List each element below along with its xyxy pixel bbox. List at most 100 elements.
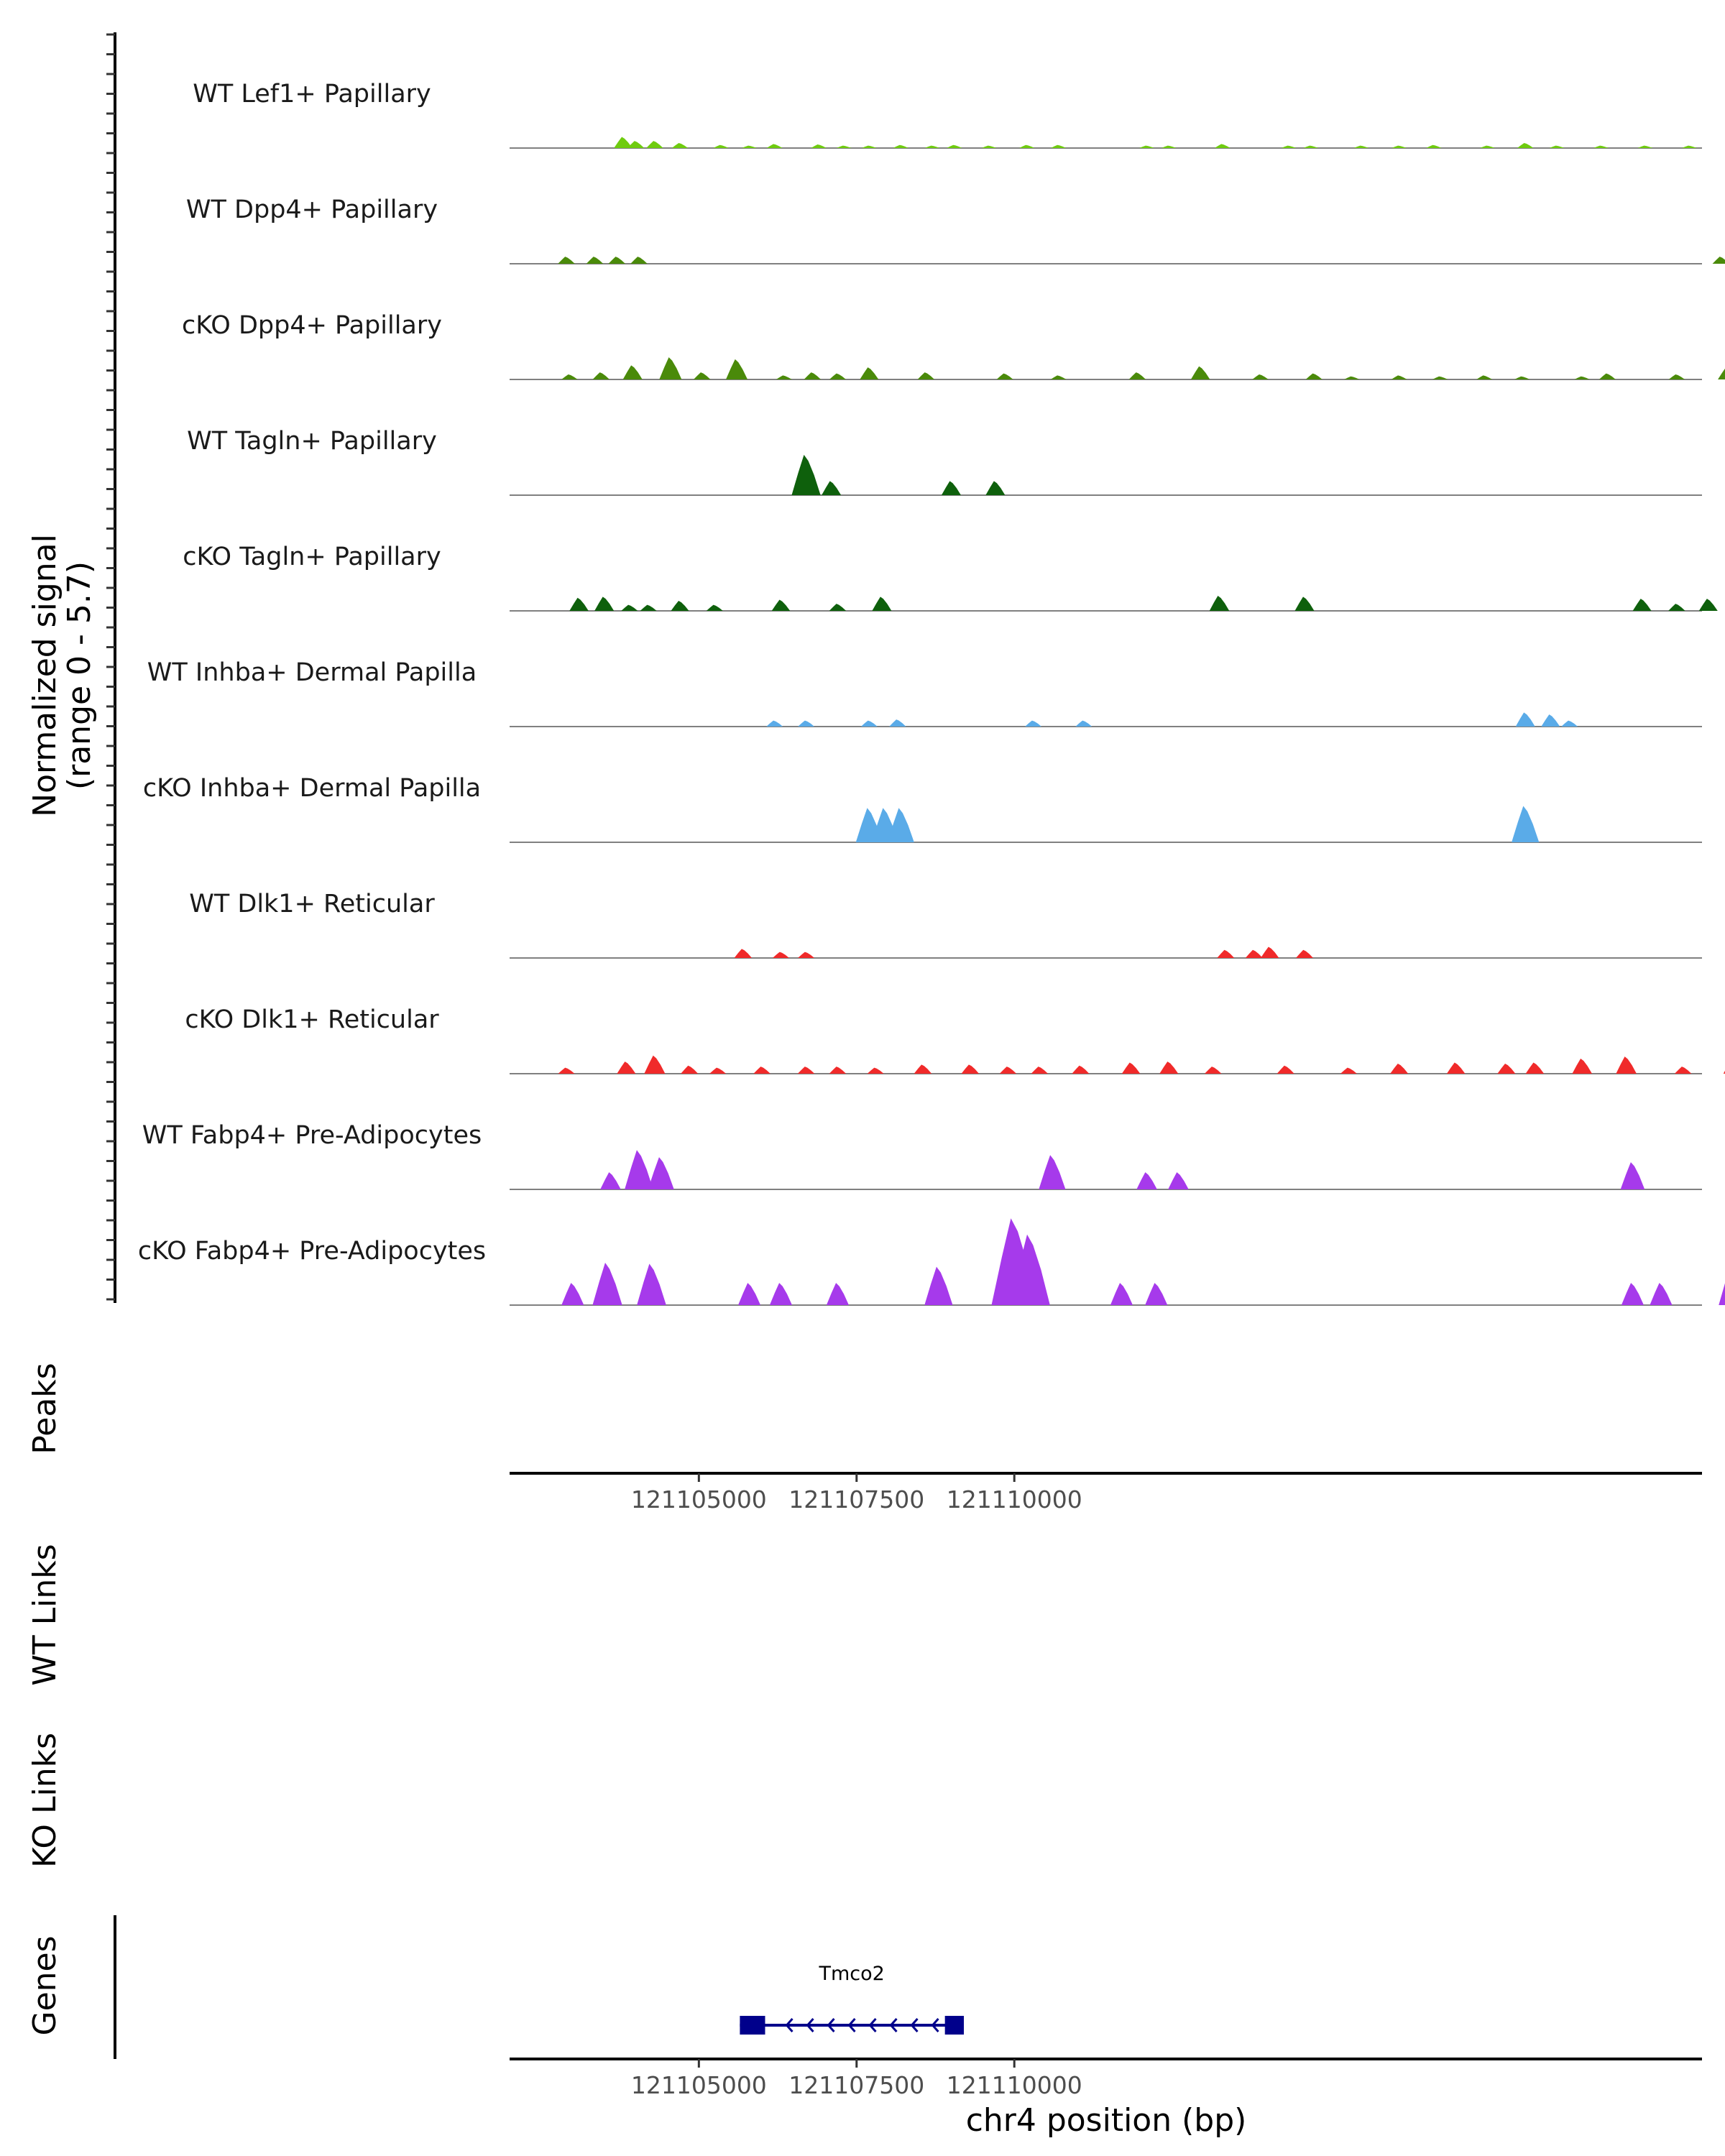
coverage-peak xyxy=(996,373,1013,379)
coverage-peak xyxy=(829,1067,847,1074)
coverage-peak xyxy=(1138,145,1155,148)
track-label: WT Dlk1+ Reticular xyxy=(189,890,435,918)
x-axis-top: 121105000 121107500 121110000 xyxy=(631,1473,1082,1514)
coverage-peak xyxy=(889,719,906,727)
coverage-peak xyxy=(600,1172,621,1189)
x-tick-label: 121107500 xyxy=(788,1485,924,1514)
coverage-peak xyxy=(1294,596,1315,611)
y-axis-title: Normalized signal xyxy=(27,534,63,817)
coverage-peak xyxy=(1344,376,1360,379)
coverage-peak xyxy=(1561,720,1578,727)
coverage-peak xyxy=(1136,1172,1157,1189)
coverage-peak xyxy=(627,141,645,148)
track-label: WT Fabp4+ Pre-Adipocytes xyxy=(142,1121,482,1150)
y-axis-range: (range 0 - 5.7) xyxy=(61,561,98,790)
coverage-peak xyxy=(592,1263,622,1305)
coverage-peak xyxy=(1637,145,1653,148)
coverage-peak xyxy=(1479,145,1496,148)
coverage-peak xyxy=(1353,145,1369,148)
coverage-peak xyxy=(1426,144,1442,148)
coverage-peak xyxy=(561,374,578,379)
genes-panel-label: Genes xyxy=(27,1935,63,2035)
coverage-peak xyxy=(1281,145,1297,148)
strand-arrow-icon xyxy=(827,2018,835,2032)
x-tick-label: 121105000 xyxy=(631,2071,767,2099)
coverage-peak xyxy=(1574,376,1590,379)
coverage-peak xyxy=(622,365,643,379)
coverage-peak xyxy=(914,1064,932,1074)
coverage-peak xyxy=(1305,373,1322,379)
coverage-peak xyxy=(1668,374,1685,379)
ko-links-panel-label: KO Links xyxy=(27,1733,63,1868)
gene-exon xyxy=(944,2016,964,2035)
coverage-peak xyxy=(1476,375,1493,379)
gene-name-label: Tmco2 xyxy=(819,1963,885,1985)
coverage-peak xyxy=(608,257,625,264)
coverage-peak xyxy=(1723,1070,1725,1074)
x-axis-bottom: 121105000 121107500 121110000 xyxy=(631,2059,1082,2099)
coverage-peak xyxy=(1674,1067,1692,1074)
coverage-peak xyxy=(558,1067,575,1074)
coverage-peak xyxy=(1572,1058,1593,1074)
x-tick-label: 121110000 xyxy=(947,1485,1082,1514)
coverage-peak xyxy=(734,949,753,958)
coverage-peak xyxy=(1390,1063,1409,1074)
coverage-peak xyxy=(1075,720,1092,727)
coverage-peak xyxy=(860,720,878,727)
coverage-peak xyxy=(941,481,961,495)
coverage-peak xyxy=(709,1067,727,1074)
coverage-peak xyxy=(893,144,908,148)
coverage-peak xyxy=(791,454,821,495)
coverage-peak xyxy=(860,367,879,379)
coverage-peak xyxy=(1497,1063,1516,1074)
coverage-peak xyxy=(753,1067,770,1074)
strand-arrow-icon xyxy=(931,2018,939,2032)
gene-track: Tmco2 xyxy=(740,1963,964,2035)
coverage-peak xyxy=(1252,374,1269,379)
coverage-peak xyxy=(887,808,914,842)
coverage-peak xyxy=(644,1055,666,1074)
coverage-peak xyxy=(1121,1062,1141,1074)
coverage-peak xyxy=(776,375,792,379)
coverage-peak xyxy=(586,257,604,264)
strand-arrow-icon xyxy=(806,2018,814,2032)
strand-arrow-icon xyxy=(889,2018,898,2032)
coverage-peak xyxy=(646,141,663,148)
x-tick-label: 121110000 xyxy=(947,2071,1082,2099)
coverage-peak xyxy=(861,145,877,148)
coverage-peak xyxy=(829,604,847,611)
coverage-peak xyxy=(625,1150,653,1189)
coverage-peak xyxy=(1019,144,1035,148)
coverage-peak xyxy=(924,1266,953,1305)
coverage-peak xyxy=(1512,806,1540,842)
coverage-peak xyxy=(1719,1283,1725,1305)
coverage-peak xyxy=(947,144,962,148)
coverage-peak xyxy=(1668,604,1685,611)
coverage-peak xyxy=(826,1283,850,1305)
coverage-peak xyxy=(1145,1283,1168,1305)
coverage-peak xyxy=(836,145,852,148)
coverage-peak xyxy=(981,145,997,148)
coverage-peak xyxy=(671,142,689,148)
x-axis-title: chr4 position (bp) xyxy=(966,2102,1247,2139)
coverage-peak xyxy=(1718,368,1725,379)
coverage-peak xyxy=(558,257,575,264)
coverage-peak xyxy=(822,481,842,495)
coverage-peak xyxy=(614,137,632,148)
coverage-peak xyxy=(640,604,657,611)
coverage-peak xyxy=(1712,257,1725,264)
coverage-peak xyxy=(671,600,689,611)
coverage-peak xyxy=(1593,145,1609,148)
coverage-peak xyxy=(648,1157,674,1189)
coverage-peak xyxy=(630,257,648,264)
coverage-peak xyxy=(1128,372,1146,379)
track-label: WT Dpp4+ Papillary xyxy=(186,195,438,224)
coverage-peak xyxy=(1446,1062,1466,1074)
coverage-peak xyxy=(1039,1155,1066,1189)
coverage-peak xyxy=(569,597,589,611)
coverage-peak xyxy=(594,596,615,611)
coverage-peak xyxy=(872,596,892,611)
coverage-peak xyxy=(1260,946,1279,958)
coverage-peak xyxy=(766,144,783,148)
